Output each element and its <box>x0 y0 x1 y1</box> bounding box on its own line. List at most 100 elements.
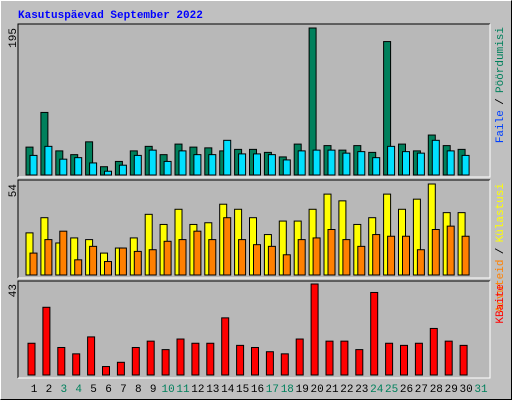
x-tick-label: 3 <box>60 384 67 396</box>
bar <box>357 245 366 276</box>
bar <box>444 340 453 376</box>
bar <box>253 244 261 276</box>
bar <box>282 159 291 176</box>
bar <box>191 342 200 376</box>
x-tick-label: 19 <box>296 384 309 396</box>
x-tick-label: 7 <box>120 384 127 396</box>
bar <box>29 154 38 176</box>
bar <box>416 152 425 176</box>
bar <box>178 150 187 176</box>
bar <box>327 229 336 276</box>
bar <box>163 240 172 276</box>
bar <box>357 151 366 176</box>
legend-separator: / <box>495 248 507 255</box>
bar <box>431 229 440 276</box>
bar <box>176 338 185 376</box>
bar <box>340 340 349 376</box>
x-tick-label: 15 <box>236 384 249 396</box>
x-tick-label: 26 <box>400 384 413 396</box>
x-tick-label: 5 <box>90 384 97 396</box>
bar <box>29 252 38 276</box>
bar <box>372 157 381 176</box>
bar <box>402 151 410 176</box>
bar <box>461 154 470 176</box>
bar <box>102 366 110 376</box>
bar <box>355 349 364 376</box>
bar <box>312 149 321 176</box>
bar <box>74 157 83 176</box>
bar <box>74 259 83 276</box>
chart-title: Kasutuspäevad September 2022 <box>18 10 203 22</box>
bar <box>327 149 336 176</box>
panel-edge-dark <box>17 280 490 378</box>
bar <box>267 154 276 176</box>
bar <box>387 235 396 276</box>
bar <box>297 239 306 276</box>
legend-label: Arvuteid <box>495 260 507 313</box>
bar <box>402 235 410 276</box>
bar <box>148 149 157 176</box>
bar <box>133 154 142 176</box>
x-tick-label: 27 <box>415 384 428 396</box>
panel-edge-light <box>18 281 491 379</box>
x-tick-label: 10 <box>161 384 174 396</box>
x-tick-label: 31 <box>474 384 488 396</box>
bar <box>312 237 321 276</box>
y-tick-label: 54 <box>8 184 20 198</box>
bar <box>223 217 232 276</box>
bar <box>208 239 217 276</box>
y-tick-label: 43 <box>8 284 20 297</box>
x-tick-label: 4 <box>75 384 82 396</box>
bar <box>193 230 202 276</box>
bar <box>238 239 247 276</box>
bar <box>44 145 53 176</box>
bar <box>253 153 261 176</box>
x-tick-label: 14 <box>221 384 235 396</box>
bar <box>223 139 232 176</box>
bar <box>208 154 217 176</box>
bar <box>342 239 351 276</box>
bar <box>459 344 468 376</box>
bar <box>118 164 127 176</box>
legend-label: Pöördumisi <box>495 27 507 93</box>
bar <box>178 239 187 276</box>
bar <box>27 342 36 376</box>
x-tick-label: 12 <box>191 384 204 396</box>
x-tick-label: 6 <box>105 384 112 396</box>
bar <box>431 139 440 176</box>
panel-edge-dark <box>17 23 490 177</box>
bar <box>87 336 96 376</box>
x-tick-label: 8 <box>135 384 142 396</box>
bar <box>236 344 245 376</box>
x-tick-label: 30 <box>459 384 472 396</box>
x-tick-label: 29 <box>445 384 458 396</box>
bar <box>206 342 215 376</box>
bar <box>42 306 51 376</box>
bar <box>193 154 202 176</box>
x-tick-label: 2 <box>46 384 53 396</box>
bar <box>148 249 157 276</box>
x-tick-label: 1 <box>31 384 38 396</box>
bar <box>104 170 112 176</box>
panel-edge-dark <box>17 179 490 278</box>
bar <box>282 254 291 276</box>
x-tick-label: 11 <box>176 384 190 396</box>
bar <box>370 291 379 376</box>
bar <box>385 342 394 376</box>
y-tick-label: 195 <box>8 28 20 48</box>
x-tick-label: 18 <box>281 384 294 396</box>
bar <box>295 338 304 376</box>
bar <box>416 249 425 276</box>
bar <box>89 245 98 276</box>
legend-label: KBaite <box>495 284 507 324</box>
bar <box>387 145 396 176</box>
bar <box>163 160 172 176</box>
bar <box>372 234 381 276</box>
bar <box>414 342 423 376</box>
legend-label: Faile <box>495 110 507 143</box>
bar <box>265 351 274 376</box>
bar <box>325 340 334 376</box>
bar <box>133 250 142 276</box>
x-tick-label: 24 <box>370 384 384 396</box>
